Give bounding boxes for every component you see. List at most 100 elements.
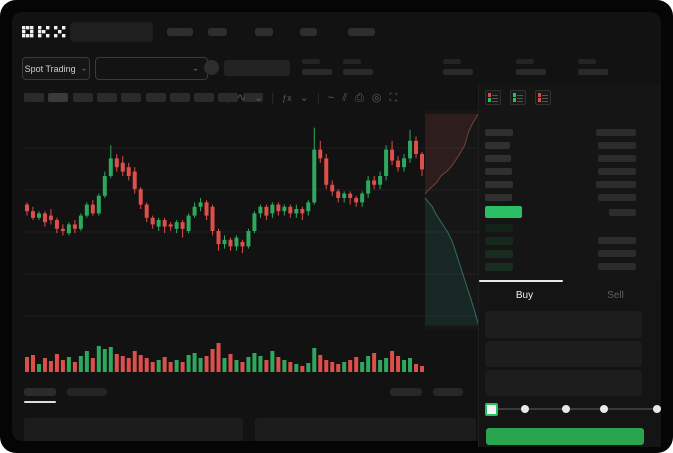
active-tab-indicator (479, 280, 563, 282)
order-book-panel (479, 84, 661, 278)
ask-amount-skeleton (596, 181, 636, 188)
bid-row[interactable] (479, 235, 661, 247)
slider-stop[interactable] (600, 405, 608, 413)
ask-price-skeleton (485, 181, 513, 188)
nav-item-skeleton[interactable] (348, 28, 375, 36)
amount-slider[interactable] (485, 403, 661, 416)
tab-sell[interactable]: Sell (607, 290, 624, 301)
bottom-action-skeleton-1[interactable] (390, 388, 422, 396)
draw-tool-icon[interactable]: ⫽ (342, 92, 348, 104)
slider-stop[interactable] (562, 405, 570, 413)
bid-amount-skeleton (598, 250, 636, 257)
ask-row[interactable] (479, 153, 661, 165)
separator: | (316, 92, 320, 104)
ticker-stat-skeleton (343, 59, 377, 75)
bottom-action-skeleton-2[interactable] (433, 388, 463, 396)
bid-amount-skeleton (598, 237, 636, 244)
slider-handle[interactable] (485, 403, 498, 416)
book-split-view-icon[interactable] (485, 90, 501, 105)
bottom-tab-open-orders[interactable] (24, 388, 56, 396)
ask-amount-skeleton (596, 129, 636, 136)
price-field[interactable] (485, 311, 642, 338)
chart-type-chevron-icon[interactable]: ⌄ (254, 92, 264, 104)
slider-stop[interactable] (521, 405, 529, 413)
line-tool-icon[interactable]: ~ (327, 92, 335, 104)
ask-price-skeleton (485, 129, 513, 136)
bid-price-skeleton (485, 250, 513, 258)
stat-value-skeleton (302, 69, 332, 75)
chart-type-icon[interactable]: ∿ (236, 92, 247, 104)
okx-logo[interactable] (22, 26, 68, 38)
nav-item-skeleton[interactable] (167, 28, 193, 36)
nav-item-skeleton[interactable] (208, 28, 227, 36)
timeframe-button[interactable] (169, 93, 190, 102)
ask-row[interactable] (479, 179, 661, 191)
pair-name-skeleton (224, 60, 290, 76)
timeframe-button[interactable] (96, 93, 117, 102)
settings-icon[interactable]: ◎ (371, 92, 382, 104)
candlestick-chart[interactable] (24, 110, 478, 330)
chart-toolbar-icons: | ∿ ⌄ | ƒx ⌄ | ~ ⫽ ⎙ ◎ ⛶ (226, 88, 397, 108)
bid-row[interactable] (479, 261, 661, 273)
stat-label-skeleton (343, 59, 361, 64)
bid-price-skeleton (485, 237, 513, 245)
ask-row[interactable] (479, 140, 661, 152)
search-input[interactable] (70, 22, 153, 42)
timeframe-button[interactable] (145, 93, 166, 102)
stat-value-skeleton (578, 69, 608, 75)
stat-value-skeleton (343, 69, 373, 75)
book-buys-view-icon[interactable] (510, 90, 526, 105)
ask-price-skeleton (485, 155, 511, 162)
pair-selector[interactable]: ⌄ (95, 57, 208, 80)
indicators-icon[interactable]: ƒx (282, 93, 292, 103)
icon-bar-bottom (488, 98, 491, 102)
amount-field[interactable] (485, 341, 642, 367)
icon-bar-top (488, 93, 491, 97)
chevron-down-icon: ⌄ (192, 64, 199, 73)
pair-avatar[interactable] (204, 60, 219, 75)
indicators-chevron-icon[interactable]: ⌄ (299, 92, 309, 104)
separator: | (271, 92, 275, 104)
timeframe-button[interactable] (48, 93, 69, 102)
ask-row[interactable] (479, 192, 661, 204)
timeframe-button[interactable] (194, 93, 215, 102)
icon-bar-bottom (513, 98, 516, 102)
ask-price-skeleton (485, 194, 512, 201)
bottom-tab-order-history[interactable] (67, 388, 107, 396)
nav-item-skeleton[interactable] (255, 28, 273, 36)
timeframe-button[interactable] (24, 93, 44, 102)
ask-row[interactable] (479, 127, 661, 139)
ticker-stat-skeleton (302, 59, 336, 75)
icon-bar-top (513, 93, 516, 97)
bid-row[interactable] (479, 248, 661, 260)
market-type-selector[interactable]: Spot Trading ⌄ (22, 57, 90, 80)
stat-value-skeleton (516, 69, 546, 75)
camera-icon[interactable]: ⎙ (355, 92, 364, 104)
last-price-row[interactable] (479, 206, 661, 220)
book-view-toggles (485, 90, 551, 105)
fullscreen-icon[interactable]: ⛶ (389, 92, 398, 104)
nav-item-skeleton[interactable] (300, 28, 317, 36)
orders-table-skeleton-right (255, 418, 476, 441)
volume-pane[interactable] (24, 338, 425, 372)
timeframe-button[interactable] (218, 93, 239, 102)
ask-amount-skeleton (598, 155, 636, 162)
tab-buy[interactable]: Buy (515, 290, 534, 301)
timeframe-button[interactable] (121, 93, 142, 102)
ticker-stat-skeleton (516, 59, 550, 75)
icon-bar-bottom (538, 98, 541, 102)
bid-row[interactable] (479, 222, 661, 234)
bid-amount-skeleton (598, 263, 636, 270)
timeframe-button[interactable] (242, 93, 263, 102)
right-panel-divider (478, 84, 479, 447)
last-price-amount-skeleton (609, 209, 636, 216)
timeframe-button[interactable] (72, 93, 93, 102)
market-type-label: Spot Trading (24, 63, 76, 74)
buy-submit-button[interactable] (486, 428, 644, 445)
total-field[interactable] (485, 370, 642, 396)
bottom-active-tab-underline (24, 401, 56, 403)
slider-stop[interactable] (653, 405, 661, 413)
ask-row[interactable] (479, 166, 661, 178)
book-sells-view-icon[interactable] (535, 90, 551, 105)
